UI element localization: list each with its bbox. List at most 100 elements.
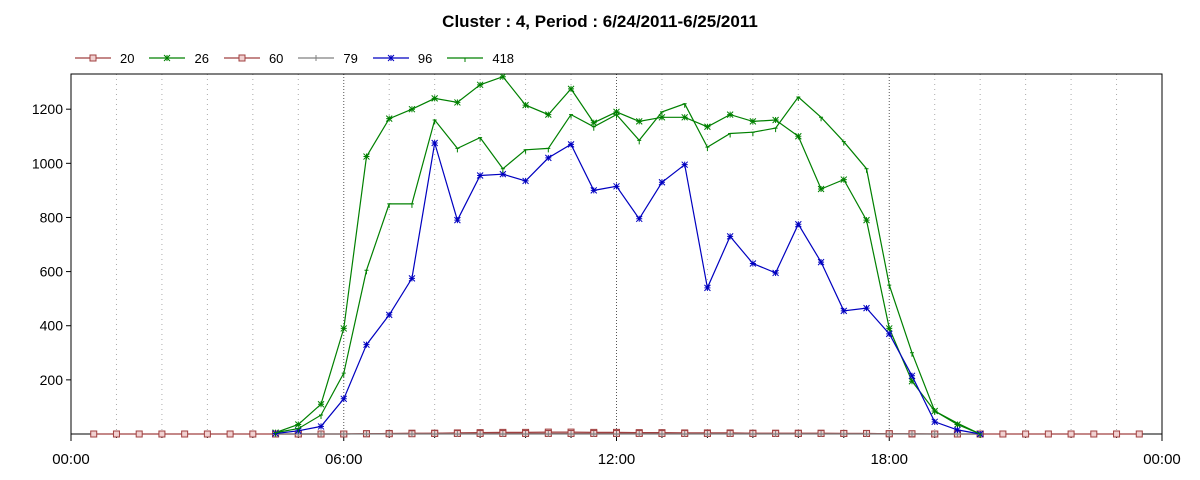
data-point — [226, 430, 234, 438]
legend-item-418: 418 — [446, 51, 514, 66]
data-point — [476, 81, 484, 89]
data-point — [728, 133, 733, 138]
data-point — [635, 215, 643, 223]
data-point — [408, 105, 416, 113]
data-point — [886, 431, 893, 437]
y-tick-label: 600 — [40, 264, 64, 280]
legend-swatch — [75, 54, 111, 62]
data-point — [1022, 430, 1030, 438]
data-point — [1090, 430, 1098, 438]
data-point — [658, 113, 666, 121]
data-point — [522, 431, 529, 437]
x-tick-label: 00:00 — [52, 451, 90, 468]
legend-swatch — [223, 54, 260, 62]
data-point — [1044, 430, 1052, 438]
data-point — [455, 147, 460, 153]
data-point — [363, 153, 370, 160]
data-point — [931, 418, 939, 426]
data-point — [454, 216, 461, 224]
data-point — [750, 131, 755, 137]
data-point — [817, 258, 825, 266]
data-point — [500, 168, 505, 173]
data-point — [887, 284, 892, 290]
data-point — [409, 203, 414, 208]
data-point — [567, 85, 575, 93]
data-point — [478, 137, 483, 142]
data-point — [387, 203, 392, 208]
data-point — [794, 132, 802, 140]
data-point — [499, 170, 507, 178]
y-tick-label: 800 — [40, 209, 64, 225]
data-point — [863, 216, 870, 224]
legend-label: 60 — [268, 50, 284, 66]
data-point — [385, 115, 393, 123]
data-point — [340, 395, 348, 403]
data-point — [385, 311, 393, 319]
legend-label: 79 — [343, 50, 358, 66]
data-point — [908, 377, 916, 385]
data-point — [999, 430, 1007, 438]
data-point — [613, 431, 620, 437]
legend: 20 26 60 79 96 418 — [74, 48, 528, 68]
legend-marker — [164, 54, 171, 62]
data-point — [477, 431, 484, 437]
data-point — [613, 108, 620, 116]
x-tick-label: 06:00 — [325, 451, 363, 468]
data-point — [567, 141, 575, 148]
data-point — [749, 431, 756, 437]
data-point — [682, 103, 687, 108]
data-point — [364, 269, 369, 275]
data-point — [636, 431, 643, 437]
data-point — [931, 431, 938, 437]
data-point — [273, 432, 278, 437]
data-point — [499, 431, 506, 437]
data-point — [431, 139, 439, 147]
data-point — [817, 185, 825, 193]
data-point — [727, 431, 734, 437]
data-point — [841, 141, 846, 146]
data-point — [885, 325, 893, 332]
legend-swatch — [298, 55, 335, 61]
data-point — [454, 99, 461, 106]
data-point — [863, 431, 870, 437]
data-point — [749, 118, 757, 125]
data-point — [544, 111, 552, 118]
x-tick-label: 18:00 — [870, 451, 908, 468]
data-point — [112, 430, 120, 438]
data-point — [704, 123, 711, 131]
data-point — [614, 114, 619, 119]
data-point — [408, 431, 415, 437]
data-point — [363, 341, 370, 349]
data-point — [773, 127, 778, 133]
data-point — [863, 304, 870, 312]
data-point — [546, 147, 551, 153]
data-point — [932, 410, 937, 415]
data-point — [317, 400, 325, 408]
data-point — [659, 111, 664, 116]
data-point — [454, 431, 461, 437]
data-point — [203, 430, 211, 438]
y-tick-label: 400 — [40, 318, 64, 334]
legend-marker — [89, 54, 97, 62]
data-point — [590, 431, 597, 437]
data-point — [635, 118, 643, 125]
data-point — [794, 220, 802, 228]
data-point — [181, 430, 189, 438]
grid — [115, 74, 1118, 434]
series-418 — [273, 96, 983, 438]
legend-item-60: 60 — [223, 51, 283, 66]
data-point — [90, 430, 98, 438]
data-point — [681, 431, 688, 437]
data-point — [955, 422, 960, 428]
legend-label: 20 — [120, 50, 135, 66]
legend-item-26: 26 — [148, 51, 209, 66]
legend-marker — [238, 54, 246, 62]
data-point — [704, 284, 711, 292]
data-point — [431, 95, 439, 102]
data-point — [363, 431, 370, 437]
data-point — [795, 431, 802, 437]
data-point — [772, 116, 779, 124]
y-tick-label: 1200 — [32, 101, 63, 117]
data-point — [749, 260, 757, 267]
data-point — [908, 372, 916, 380]
